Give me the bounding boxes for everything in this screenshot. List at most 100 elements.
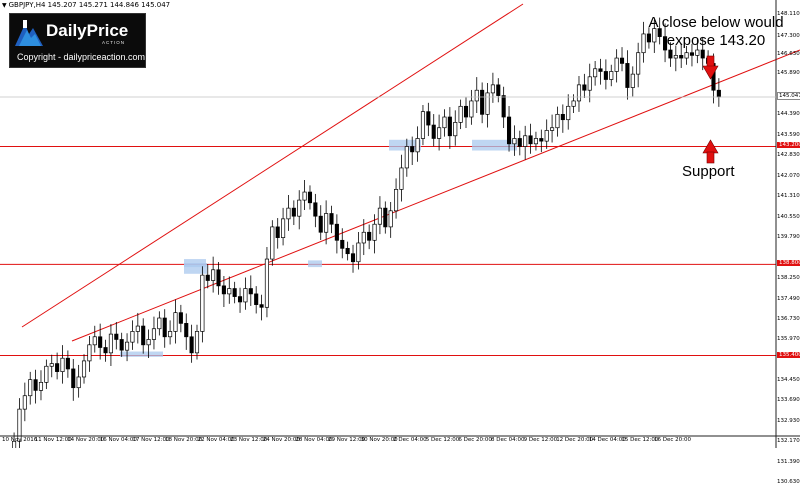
candle-body-75 — [410, 146, 415, 153]
symbol-header: ▼ GBPJPY,H4 145.207 145.271 144.846 145.0… — [2, 1, 170, 9]
candle-body-28 — [157, 317, 162, 330]
candle-body-18 — [103, 347, 108, 354]
highlight-zone-0 — [120, 351, 163, 357]
candle-body-112 — [609, 71, 614, 80]
candle-body-12 — [71, 368, 76, 389]
candle-body-89 — [485, 92, 490, 115]
level-label-2: 135.400 — [777, 351, 800, 358]
candle-body-37 — [205, 274, 210, 281]
candle-body-61 — [334, 223, 339, 241]
candle-body-20 — [114, 333, 119, 340]
candle-body-24 — [135, 325, 140, 332]
candle-body-101 — [550, 127, 555, 131]
candle-body-95 — [517, 138, 522, 147]
time-tick-label: 30 Nov 20:00 — [360, 437, 398, 443]
candle-body-19 — [108, 333, 113, 354]
candle-body-74 — [404, 146, 409, 169]
price-tick-label: 147.300 — [777, 32, 800, 39]
candle-body-25 — [141, 325, 146, 346]
level-label-1: 138.800 — [777, 260, 800, 267]
candle-body-51 — [281, 218, 286, 238]
candle-body-41 — [227, 288, 232, 295]
highlight-zone-2 — [308, 260, 322, 268]
time-tick-label: 29 Nov 12:00 — [328, 437, 366, 443]
candle-body-58 — [318, 215, 323, 233]
candle-body-132 — [716, 89, 721, 98]
candle-body-117 — [636, 52, 641, 75]
price-tick-label: 137.490 — [777, 295, 800, 302]
time-tick-label: 17 Nov 12:00 — [132, 437, 170, 443]
price-tick-label: 133.690 — [777, 397, 800, 404]
candle-body-86 — [469, 100, 474, 118]
candle-body-45 — [248, 288, 253, 295]
candle-body-8 — [49, 363, 54, 367]
candle-body-124 — [673, 55, 678, 59]
current-price-label: 145.047 — [777, 92, 800, 100]
price-tick-label: 142.830 — [777, 152, 800, 159]
candle-body-73 — [399, 167, 404, 190]
candle-body-64 — [350, 253, 356, 263]
price-tick-label: 145.890 — [777, 70, 800, 77]
candle-body-81 — [442, 116, 447, 129]
candle-body-49 — [270, 226, 275, 260]
candle-body-48 — [264, 258, 269, 308]
candle-body-50 — [275, 226, 280, 238]
time-tick-label: 9 Dec 12:00 — [523, 437, 558, 443]
candle-body-80 — [437, 127, 442, 139]
candle-body-46 — [254, 293, 259, 305]
candle-body-43 — [237, 296, 243, 303]
candle-body-40 — [221, 285, 226, 295]
level-label-0: 143.200 — [777, 142, 800, 149]
highlight-zone-1 — [184, 263, 207, 274]
candle-body-69 — [377, 207, 382, 225]
highlight-zone-3 — [389, 139, 421, 151]
candle-body-42 — [232, 288, 237, 297]
price-chart — [0, 0, 800, 448]
candle-body-92 — [501, 95, 506, 118]
candle-body-70 — [383, 207, 388, 228]
candle-body-6 — [38, 381, 44, 391]
candle-body-63 — [345, 247, 350, 255]
time-tick-label: 5 Dec 12:00 — [425, 437, 460, 443]
candle-body-82 — [447, 116, 452, 137]
candle-body-23 — [130, 331, 135, 343]
candle-body-30 — [168, 331, 173, 338]
price-tick-label: 132.170 — [777, 438, 800, 445]
candle-body-65 — [356, 242, 361, 263]
price-tick-label: 142.070 — [777, 172, 800, 179]
price-tick-label: 139.790 — [777, 233, 800, 240]
candle-body-9 — [55, 363, 60, 372]
highlight-zone-5 — [184, 259, 206, 268]
candle-body-94 — [512, 138, 517, 145]
price-tick-label: 130.630 — [777, 479, 800, 485]
candle-body-5 — [33, 379, 38, 391]
candle-body-111 — [603, 71, 608, 80]
time-tick-label: 15 Dec 12:00 — [621, 437, 659, 443]
candle-body-125 — [679, 55, 684, 59]
candle-body-98 — [533, 138, 538, 145]
candle-body-44 — [243, 288, 248, 303]
price-tick-label: 132.930 — [777, 417, 800, 424]
candle-body-93 — [506, 116, 512, 145]
candle-body-29 — [162, 317, 167, 338]
candle-body-67 — [367, 231, 372, 241]
candle-body-84 — [458, 105, 463, 123]
candle-body-122 — [663, 36, 668, 51]
candle-body-57 — [313, 202, 318, 217]
candle-body-47 — [259, 304, 264, 308]
annotation-line-2: expose 143.20 — [666, 32, 766, 49]
time-tick-label: 28 Nov 04:00 — [295, 437, 333, 443]
candle-body-36 — [200, 274, 205, 332]
candle-body-87 — [474, 89, 479, 102]
candle-body-32 — [178, 312, 183, 324]
time-tick-label: 10 Nov 2016 — [2, 437, 38, 443]
price-tick-label: 143.590 — [777, 132, 800, 139]
candle-body-109 — [593, 68, 598, 78]
candle-body-35 — [194, 331, 200, 354]
candle-body-11 — [65, 357, 70, 370]
candle-body-10 — [60, 357, 65, 372]
candle-body-14 — [81, 360, 87, 378]
daily-price-action-logo: DailyPrice ACTION Copyright - dailyprice… — [9, 13, 146, 68]
candle-body-1 — [12, 440, 17, 448]
triangle-down-icon[interactable]: ▼ — [2, 2, 7, 9]
